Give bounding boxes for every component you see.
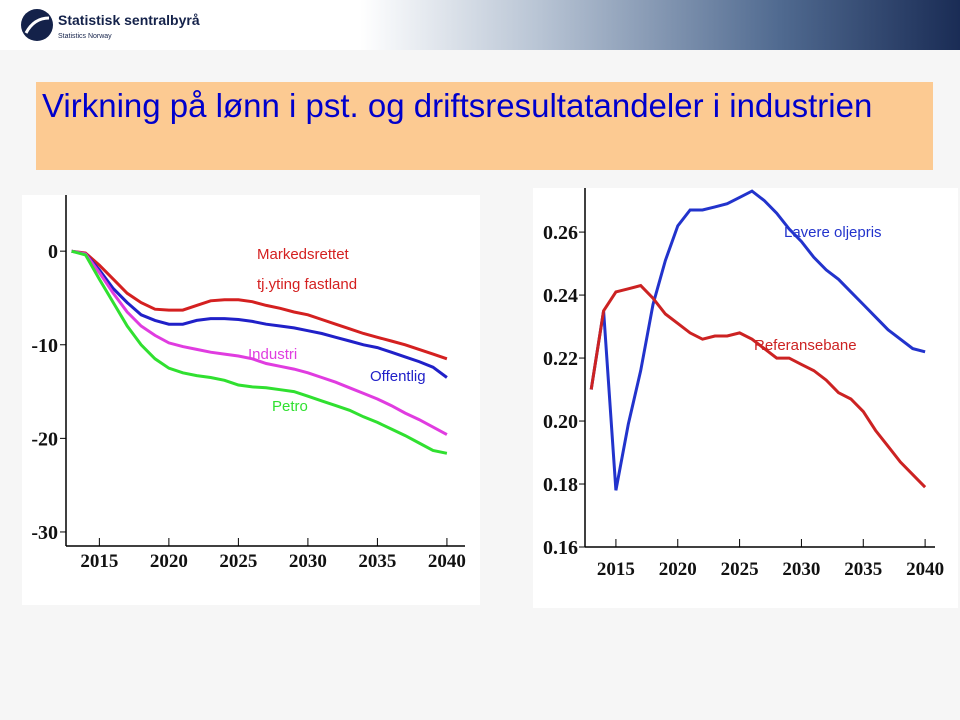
x-tick-label: 2025 [219, 551, 257, 572]
y-tick-label: 0.18 [543, 474, 578, 496]
y-tick-label: 0.24 [543, 285, 578, 307]
series-line [589, 283, 927, 489]
x-tick-label: 2040 [428, 551, 466, 572]
y-tick-label: 0.26 [543, 222, 578, 244]
series-label: Petro [272, 398, 308, 415]
chart-panel [22, 195, 480, 605]
logo-swoosh [24, 16, 50, 34]
y-tick-label: -20 [31, 428, 58, 450]
x-tick-label: 2035 [358, 551, 396, 572]
slide-title: Virkning på lønn i pst. og driftsresulta… [36, 82, 933, 170]
series-label: Offentlig [370, 368, 426, 385]
x-tick-label: 2020 [150, 551, 188, 572]
series-label: Lavere oljepris [784, 224, 882, 241]
x-tick-label: 2020 [659, 559, 697, 580]
x-tick-label: 2035 [844, 559, 882, 580]
chart-panel [533, 188, 958, 608]
header-graphic: Statistisk sentralbyrå Statistics Norway [21, 0, 960, 50]
y-tick-label: 0.20 [543, 411, 578, 433]
y-tick-label: -10 [31, 335, 58, 357]
x-tick-label: 2030 [782, 559, 820, 580]
y-tick-label: 0.16 [543, 537, 578, 559]
y-tick-label: 0.22 [543, 348, 578, 370]
header: Statistisk sentralbyrå Statistics Norway [0, 0, 960, 50]
x-tick-label: 2040 [906, 559, 944, 580]
logo-name: Statistisk sentralbyrå [58, 12, 200, 28]
y-tick-label: 0 [48, 241, 58, 263]
y-tick-label: -30 [31, 522, 58, 544]
x-tick-label: 2030 [289, 551, 327, 572]
logo-mark [21, 9, 53, 41]
series-label: Industri [248, 346, 298, 363]
logo-subtitle: Statistics Norway [58, 33, 112, 40]
x-tick-label: 2025 [721, 559, 759, 580]
header-image [360, 0, 960, 50]
series-label: Markedsrettet tj.yting fastland [257, 246, 358, 293]
x-tick-label: 2015 [597, 559, 635, 580]
x-tick-label: 2015 [80, 551, 118, 572]
series-label: Referansebane [754, 337, 857, 354]
